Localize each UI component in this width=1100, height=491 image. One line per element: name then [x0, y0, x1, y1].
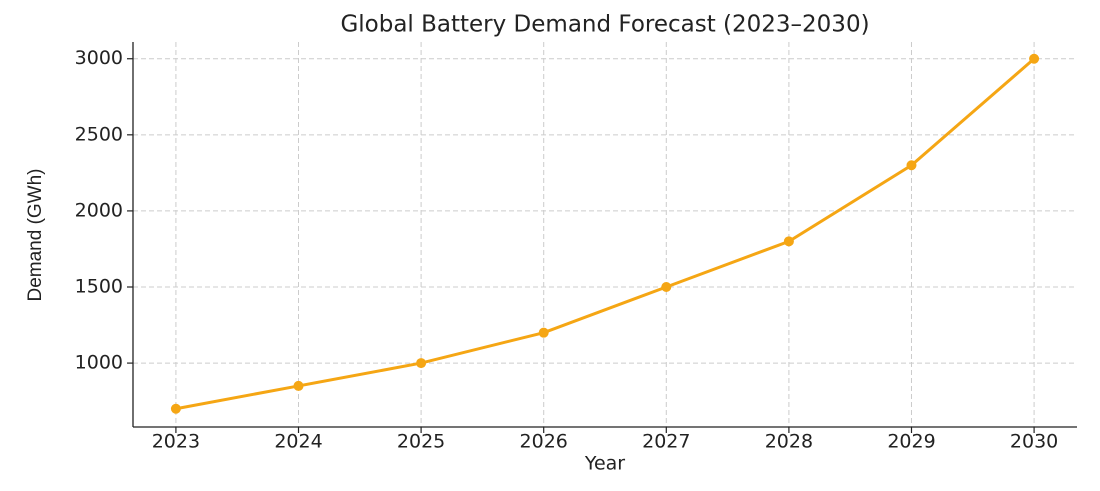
- x-tick-label: 2030: [1010, 431, 1058, 453]
- x-tick-label: 2026: [520, 431, 568, 453]
- chart-title: Global Battery Demand Forecast (2023–203…: [340, 12, 869, 38]
- x-axis-label: Year: [584, 453, 625, 475]
- point: [293, 380, 304, 391]
- x-tick-label: 2029: [887, 431, 935, 453]
- line: [175, 57, 1036, 411]
- point: [1029, 53, 1040, 64]
- point: [783, 236, 794, 247]
- y-tick-label: 2500: [75, 123, 123, 145]
- x-tick-label: 2024: [274, 431, 322, 453]
- y-tick-label: 3000: [75, 47, 123, 69]
- point: [170, 403, 181, 414]
- point: [538, 327, 549, 338]
- point: [416, 358, 427, 369]
- x-tick-label: 2023: [152, 431, 200, 453]
- x-tick-label: 2028: [765, 431, 813, 453]
- y-tick-label: 1500: [75, 276, 123, 298]
- y-tick-label: 1000: [75, 352, 123, 374]
- point: [906, 160, 917, 171]
- point: [661, 282, 672, 292]
- y-tick-label: 2000: [75, 199, 123, 221]
- x-tick-label: 2025: [397, 431, 445, 453]
- y-axis-label: Demand (GWh): [25, 168, 46, 301]
- x-tick-label: 2027: [642, 431, 690, 453]
